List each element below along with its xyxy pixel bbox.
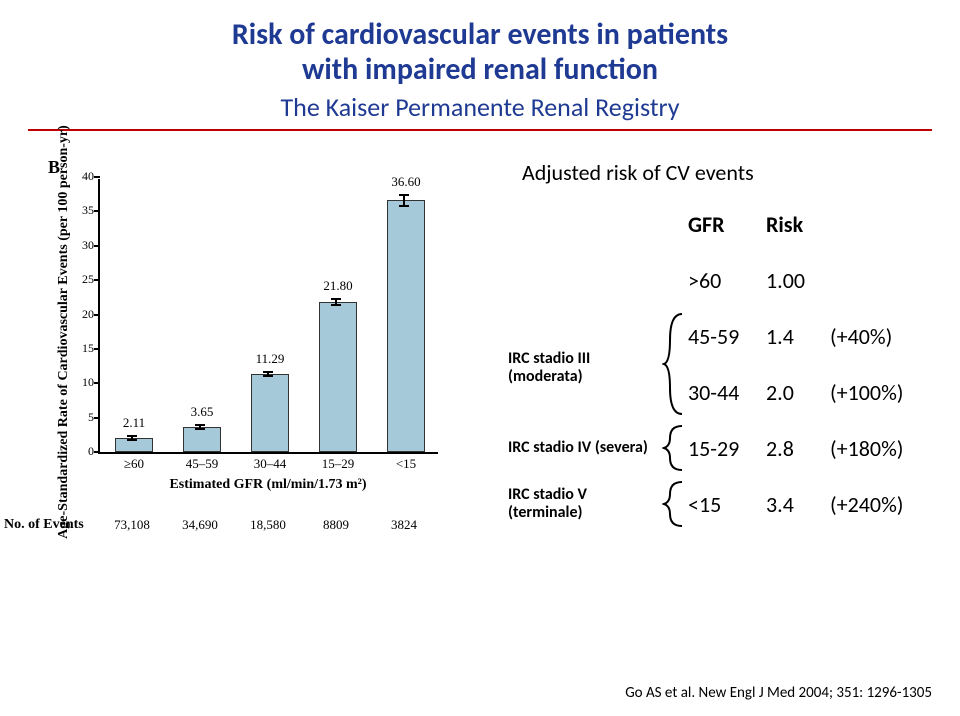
error-bar xyxy=(335,298,337,305)
no-of-events-value: 8809 xyxy=(306,517,366,533)
risk-gfr-1: 45-59 xyxy=(688,323,766,350)
risk-pct-2: (+100%) xyxy=(830,379,930,406)
bar-value-label: 36.60 xyxy=(366,174,446,190)
risk-val-0: 1.00 xyxy=(766,267,830,294)
no-of-events-value: 73,108 xyxy=(102,517,162,533)
ytick: 15 xyxy=(64,341,94,356)
risk-gfr-3: 15-29 xyxy=(688,435,766,462)
content-area: B Age-Standardized Rate of Cardiovascula… xyxy=(28,135,932,665)
plot-area: 05101520253035402.11≥603.6545–5911.2930–… xyxy=(98,179,438,454)
no-of-events-label: No. of Events xyxy=(4,517,84,533)
risk-gfr-2: 30-44 xyxy=(688,379,766,406)
title-line-1: Risk of cardiovascular events in patient… xyxy=(28,18,932,53)
y-axis-label-text: Age-Standardized Rate of Cardiovascular … xyxy=(56,125,72,539)
stage-iv-label: IRC stadio IV (severa) xyxy=(508,426,658,470)
bracket-icon xyxy=(662,424,686,472)
risk-pct-1: (+40%) xyxy=(830,323,930,350)
risk-table: Adjusted risk of CV events GFR Risk >60 … xyxy=(508,159,958,532)
risk-val-4: 3.4 xyxy=(766,491,830,518)
no-of-events-value: 3824 xyxy=(374,517,434,533)
xtick: <15 xyxy=(381,456,431,472)
error-bar xyxy=(199,424,201,430)
bar-value-label: 3.65 xyxy=(162,404,242,420)
bar-chart: B Age-Standardized Rate of Cardiovascula… xyxy=(48,157,458,587)
xtick: ≥60 xyxy=(109,456,159,472)
ytick: 10 xyxy=(64,375,94,390)
title-block: Risk of cardiovascular events in patient… xyxy=(28,18,932,123)
error-bar xyxy=(267,371,269,377)
bracket-icon xyxy=(662,312,686,416)
citation: Go AS et al. New Engl J Med 2004; 351: 1… xyxy=(625,684,932,702)
bar xyxy=(387,200,425,452)
error-bar xyxy=(131,435,133,441)
risk-pct-3: (+180%) xyxy=(830,435,930,462)
ytick: 30 xyxy=(64,238,94,253)
bar xyxy=(251,374,289,452)
ytick: 40 xyxy=(64,169,94,184)
slide-root: Risk of cardiovascular events in patient… xyxy=(0,0,960,716)
risk-table-title: Adjusted risk of CV events xyxy=(522,159,958,186)
bar-value-label: 11.29 xyxy=(230,351,310,367)
xtick: 45–59 xyxy=(177,456,227,472)
ytick: 35 xyxy=(64,203,94,218)
bar-value-label: 21.80 xyxy=(298,278,378,294)
bar xyxy=(319,302,357,452)
xtick: 30–44 xyxy=(245,456,295,472)
stage-v-label: IRC stadio V (terminale) xyxy=(508,482,658,526)
subtitle: The Kaiser Permanente Renal Registry xyxy=(28,91,932,123)
ytick: 25 xyxy=(64,272,94,287)
risk-table-header: GFR Risk xyxy=(508,196,958,252)
ytick: 5 xyxy=(64,410,94,425)
col-gfr-header: GFR xyxy=(688,211,766,238)
no-of-events-value: 34,690 xyxy=(170,517,230,533)
risk-gfr-0: >60 xyxy=(688,267,766,294)
stage-iii-label: IRC stadio III (moderata) xyxy=(508,318,658,418)
x-axis-label: Estimated GFR (ml/min/1.73 m²) xyxy=(98,477,438,493)
risk-gfr-4: <15 xyxy=(688,491,766,518)
error-bar xyxy=(403,194,405,207)
xtick: 15–29 xyxy=(313,456,363,472)
risk-row-0: >60 1.00 xyxy=(508,252,958,308)
col-risk-header: Risk xyxy=(766,211,830,238)
ytick: 0 xyxy=(64,444,94,459)
title-line-2: with impaired renal function xyxy=(28,53,932,88)
risk-val-1: 1.4 xyxy=(766,323,830,350)
risk-val-3: 2.8 xyxy=(766,435,830,462)
ytick: 20 xyxy=(64,307,94,322)
bar xyxy=(183,427,221,452)
risk-val-2: 2.0 xyxy=(766,379,830,406)
risk-pct-4: (+240%) xyxy=(830,491,930,518)
no-of-events-value: 18,580 xyxy=(238,517,298,533)
bracket-icon xyxy=(662,480,686,528)
title-rule xyxy=(28,129,932,131)
